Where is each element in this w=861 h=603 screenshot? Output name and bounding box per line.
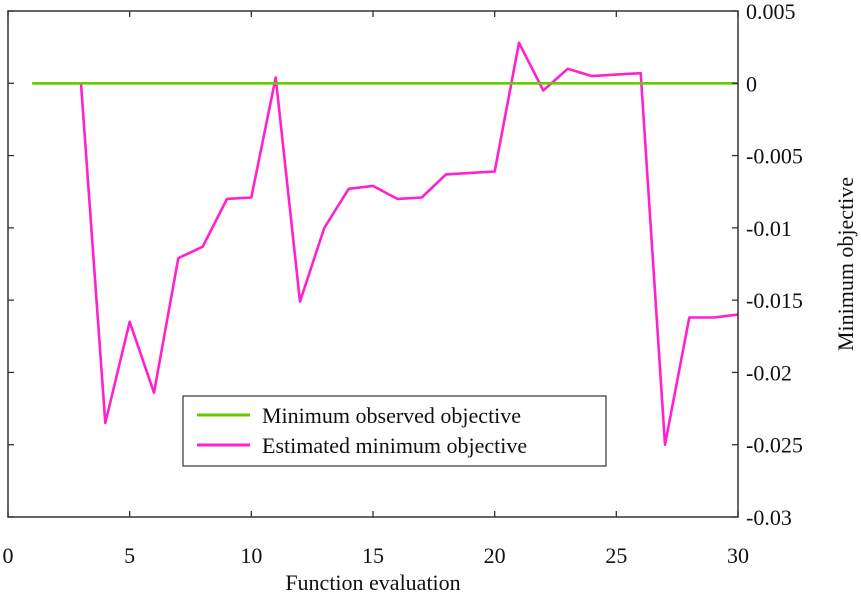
x-tick-label: 10 xyxy=(240,543,262,568)
legend-label-observed: Minimum observed objective xyxy=(262,403,521,428)
x-tick-label: 30 xyxy=(727,543,749,568)
y-tick-label: -0.025 xyxy=(746,433,803,458)
x-tick-label: 0 xyxy=(3,543,14,568)
x-tick-label: 5 xyxy=(124,543,135,568)
y-tick-label: -0.015 xyxy=(746,288,803,313)
series-line-estimated xyxy=(32,41,739,447)
y-tick-label: -0.005 xyxy=(746,144,803,169)
legend-label-estimated: Estimated minimum objective xyxy=(262,433,527,458)
x-tick-label: 25 xyxy=(605,543,627,568)
y-axis-label: Minimum objective xyxy=(833,177,858,351)
x-tick-label: 20 xyxy=(484,543,506,568)
y-tick-label: 0.005 xyxy=(746,0,796,24)
x-axis-label: Function evaluation xyxy=(285,570,460,595)
y-tick-label: -0.03 xyxy=(746,505,792,530)
legend: Minimum observed objective Estimated min… xyxy=(182,395,607,467)
legend-box xyxy=(182,395,607,467)
y-tick-label: -0.01 xyxy=(746,216,792,241)
y-tick-label: -0.02 xyxy=(746,360,792,385)
y-tick-label: 0 xyxy=(746,71,757,96)
x-tick-label: 15 xyxy=(362,543,384,568)
